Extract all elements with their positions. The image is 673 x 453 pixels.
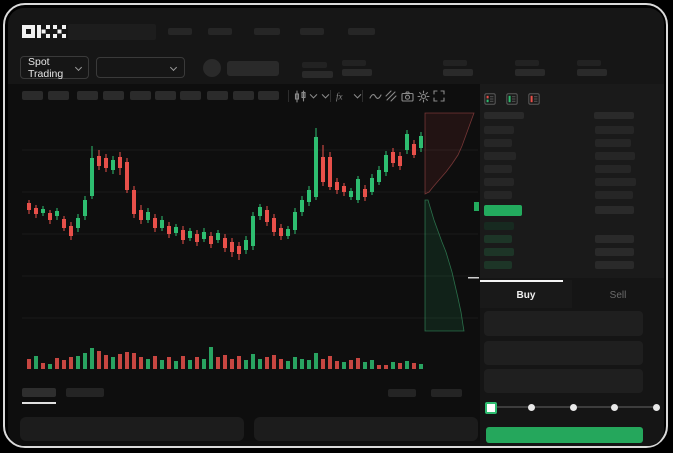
interval-button-placeholder[interactable] (22, 91, 43, 100)
hatch-icon[interactable] (384, 89, 398, 103)
toolbar-separator (362, 90, 363, 102)
logo-adjacent-placeholder (68, 24, 156, 40)
orderbook-last-price[interactable] (484, 205, 522, 216)
orderbook-header-amount (594, 112, 634, 119)
bottom-panel-left (20, 417, 244, 441)
market-type-label: Spot Trading (28, 55, 64, 80)
candlestick-chart[interactable] (20, 105, 480, 377)
okx-trading-app: Spot Trading Buy (8, 8, 664, 446)
stat-value-placeholder (443, 69, 473, 76)
ask-amount-placeholder (595, 139, 631, 147)
stat-value-placeholder (302, 71, 333, 78)
interval-button-placeholder[interactable] (48, 91, 69, 100)
bid-amount-placeholder (595, 235, 634, 243)
bottom-tab-active-underline (22, 402, 56, 404)
nav-item-placeholder[interactable] (168, 28, 192, 35)
nav-item-placeholder[interactable] (208, 28, 232, 35)
slider-dot[interactable] (611, 403, 618, 411)
pair-selector-dropdown[interactable] (96, 57, 185, 78)
candles-icon[interactable] (293, 89, 307, 103)
chart-panel-background (8, 84, 480, 446)
nav-item-placeholder[interactable] (254, 28, 280, 35)
ask-amount-placeholder (595, 126, 634, 134)
interval-button-placeholder[interactable] (130, 91, 151, 100)
settings-icon[interactable] (416, 89, 430, 103)
ask-price-placeholder[interactable] (484, 165, 512, 173)
orderbook-last-amount-placeholder (595, 206, 634, 214)
orderbook-combined-icon[interactable] (484, 92, 496, 105)
slider-dot[interactable] (528, 403, 535, 411)
stat-label-placeholder (515, 60, 539, 66)
bid-amount-placeholder (595, 261, 634, 269)
ask-amount-placeholder (595, 165, 631, 173)
market-type-selector[interactable]: Spot Trading (20, 55, 89, 80)
interval-button-placeholder[interactable] (258, 91, 279, 100)
chevron-down-icon (170, 64, 177, 71)
slider-handle[interactable] (485, 402, 497, 414)
bid-price-placeholder[interactable] (484, 222, 514, 230)
interval-button-placeholder[interactable] (180, 91, 201, 100)
bid-price-placeholder[interactable] (484, 235, 512, 243)
stat-value-placeholder (515, 69, 545, 76)
bottom-right-placeholder (431, 389, 462, 397)
buy-tab-active-indicator (480, 280, 563, 282)
svg-text:fx: fx (336, 91, 343, 101)
bottom-panel-right (254, 417, 478, 441)
camera-icon[interactable] (400, 89, 414, 103)
interval-button-placeholder[interactable] (103, 91, 124, 100)
toolbar-separator (288, 90, 289, 102)
stat-label-placeholder (443, 60, 467, 66)
sell-tab-label[interactable]: Sell (609, 290, 627, 301)
chevron-down-icon[interactable] (318, 89, 332, 103)
bid-price-placeholder[interactable] (484, 248, 514, 256)
ask-price-placeholder[interactable] (484, 191, 512, 199)
tab-buy[interactable] (480, 280, 572, 308)
bottom-right-placeholder (388, 389, 416, 397)
pair-icon-avatar (203, 59, 221, 77)
stat-label-placeholder (342, 60, 366, 66)
order-form-field-placeholder[interactable] (484, 311, 643, 336)
device-bezel (3, 3, 668, 448)
order-form-field-placeholder[interactable] (484, 341, 643, 365)
bid-amount-placeholder (595, 248, 634, 256)
bid-price-placeholder[interactable] (484, 261, 512, 269)
ask-price-placeholder[interactable] (484, 139, 512, 147)
chevron-down-icon[interactable] (350, 89, 364, 103)
ask-price-placeholder[interactable] (484, 152, 516, 160)
slider-dot[interactable] (652, 403, 660, 411)
nav-item-placeholder[interactable] (300, 28, 324, 35)
ask-price-placeholder[interactable] (484, 126, 514, 134)
ask-amount-placeholder (595, 152, 635, 160)
bottom-tab-placeholder[interactable] (66, 388, 104, 397)
ask-price-placeholder[interactable] (484, 178, 514, 186)
interval-button-placeholder[interactable] (207, 91, 228, 100)
orderbook-bids-icon[interactable] (506, 92, 518, 105)
stat-label-placeholder (302, 62, 327, 68)
expand-icon[interactable] (432, 89, 446, 103)
ask-amount-placeholder (595, 191, 633, 199)
buy-tab-label[interactable]: Buy (516, 290, 536, 301)
orderbook-asks-icon[interactable] (528, 92, 540, 105)
slider-dot[interactable] (569, 403, 577, 411)
pair-name-placeholder (227, 61, 279, 76)
stat-value-placeholder (342, 69, 372, 76)
stat-label-placeholder (577, 60, 601, 66)
toolbar-separator (330, 90, 331, 102)
okx-logo[interactable] (22, 25, 66, 39)
orderbook-header-price (484, 112, 524, 119)
ask-amount-placeholder (595, 178, 636, 186)
interval-button-placeholder[interactable] (233, 91, 254, 100)
nav-item-placeholder[interactable] (348, 28, 375, 35)
order-form-field-placeholder[interactable] (484, 369, 643, 393)
chevron-down-icon (75, 64, 81, 71)
interval-button-placeholder[interactable] (155, 91, 176, 100)
indicators-icon[interactable]: fx (335, 89, 349, 103)
chevron-down-icon[interactable] (306, 89, 320, 103)
wave-icon[interactable] (368, 89, 382, 103)
bottom-tab-placeholder-active[interactable] (22, 388, 56, 397)
stat-value-placeholder (577, 69, 607, 76)
interval-button-placeholder[interactable] (77, 91, 98, 100)
buy-submit-button[interactable] (486, 427, 643, 443)
